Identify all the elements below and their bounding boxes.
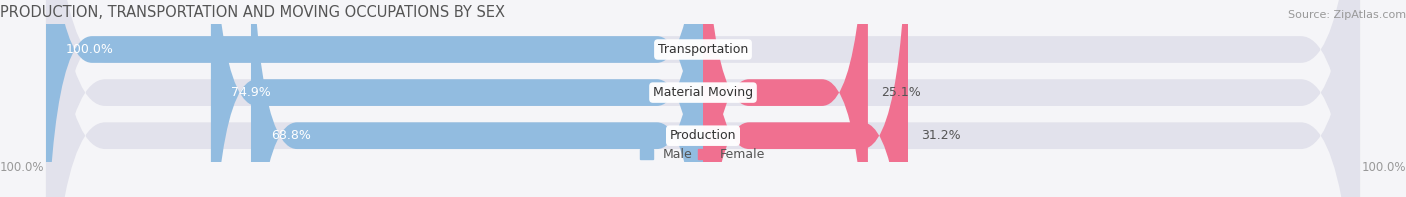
FancyBboxPatch shape [703, 0, 868, 197]
Text: 68.8%: 68.8% [271, 129, 311, 142]
Text: Transportation: Transportation [658, 43, 748, 56]
Text: 74.9%: 74.9% [231, 86, 270, 99]
Text: 100.0%: 100.0% [1361, 161, 1406, 174]
Text: 100.0%: 100.0% [66, 43, 114, 56]
FancyBboxPatch shape [211, 0, 703, 197]
FancyBboxPatch shape [252, 0, 703, 197]
Text: Source: ZipAtlas.com: Source: ZipAtlas.com [1288, 10, 1406, 20]
FancyBboxPatch shape [46, 0, 1360, 197]
Text: PRODUCTION, TRANSPORTATION AND MOVING OCCUPATIONS BY SEX: PRODUCTION, TRANSPORTATION AND MOVING OC… [0, 5, 505, 20]
Legend: Male, Female: Male, Female [636, 143, 770, 166]
Text: Production: Production [669, 129, 737, 142]
FancyBboxPatch shape [46, 0, 703, 197]
Text: 0.0%: 0.0% [716, 43, 748, 56]
Text: 100.0%: 100.0% [0, 161, 45, 174]
FancyBboxPatch shape [703, 0, 908, 197]
Text: Material Moving: Material Moving [652, 86, 754, 99]
FancyBboxPatch shape [46, 0, 1360, 197]
FancyBboxPatch shape [46, 0, 1360, 197]
Text: 31.2%: 31.2% [921, 129, 960, 142]
Text: 25.1%: 25.1% [882, 86, 921, 99]
